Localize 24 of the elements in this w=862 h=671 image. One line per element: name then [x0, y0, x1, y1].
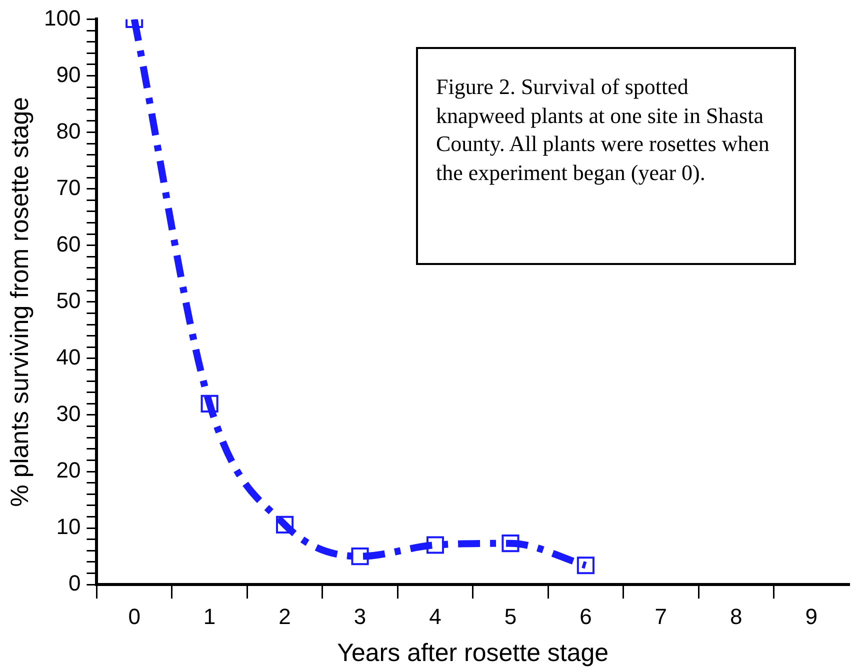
y-tick-label: 60	[56, 231, 81, 256]
x-tick-label: 9	[805, 604, 818, 629]
y-tick-label: 70	[56, 174, 81, 200]
x-tick-label: 7	[654, 604, 668, 629]
y-tick-label: 20	[56, 458, 81, 483]
x-tick-label: 0	[128, 604, 140, 629]
x-tick-label: 1	[203, 604, 216, 629]
x-tick-label: 3	[354, 604, 366, 629]
x-axis-title: Years after rosette stage	[337, 638, 609, 667]
y-tick-label: 40	[56, 344, 81, 370]
x-tick-label: 5	[504, 604, 517, 629]
y-tick-label: 50	[56, 288, 81, 313]
x-tick-label: 2	[278, 604, 291, 629]
y-tick-label: 10	[56, 514, 81, 540]
x-tick-label: 4	[429, 604, 442, 629]
annotation: Figure 2. Survival of spotted knapweed plants at one site in Shasta County. All plants were rosettes when the experiment began (year 0).	[416, 47, 796, 265]
y-tick-label: 90	[56, 62, 81, 87]
y-tick-label: 100	[44, 5, 81, 30]
x-tick-label: 8	[730, 604, 742, 629]
y-tick-label: 30	[56, 401, 81, 426]
y-tick-label: 0	[68, 570, 81, 596]
x-tick-label: 6	[580, 604, 592, 629]
y-tick-label: 80	[56, 118, 81, 144]
y-axis-title: % plants surviving from rosette stage	[6, 96, 34, 507]
